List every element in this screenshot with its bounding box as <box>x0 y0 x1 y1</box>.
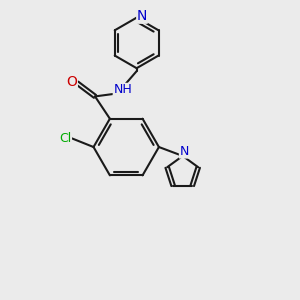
Text: N: N <box>137 9 147 23</box>
Text: NH: NH <box>113 83 132 96</box>
Text: O: O <box>66 75 77 88</box>
Text: Cl: Cl <box>59 132 71 145</box>
Text: N: N <box>179 145 189 158</box>
